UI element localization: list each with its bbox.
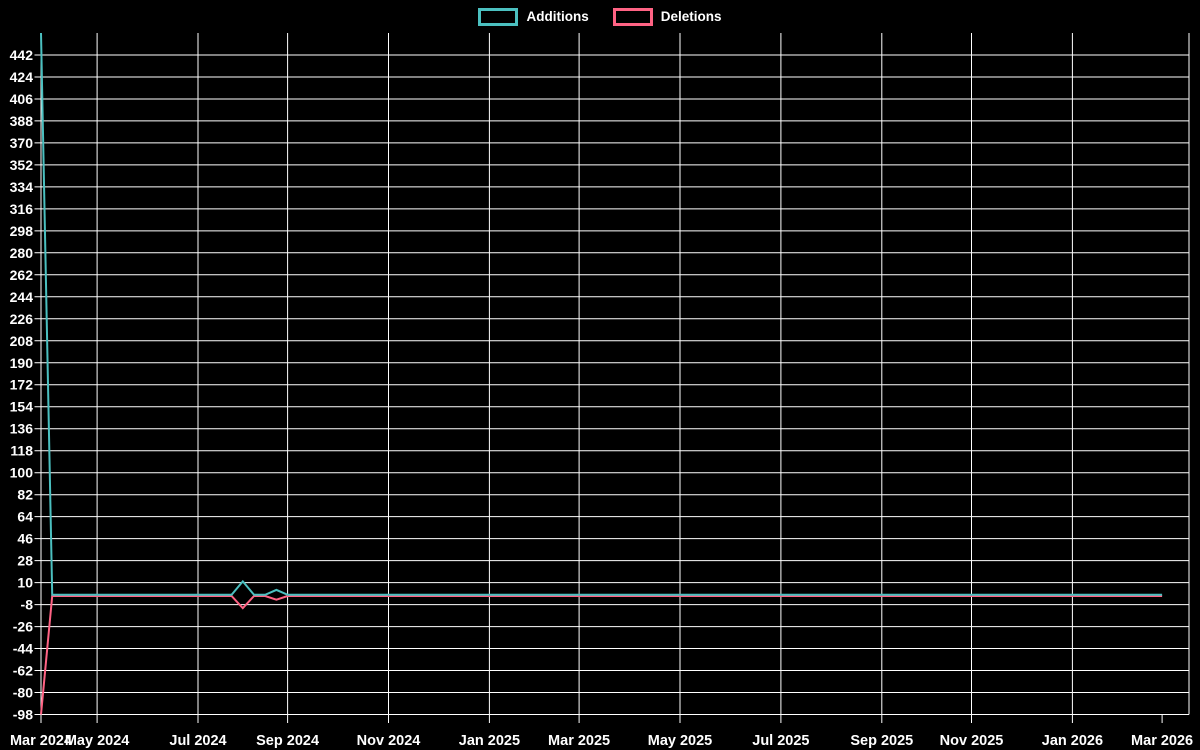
y-tick-label: 64 bbox=[17, 509, 33, 525]
x-tick-label: Jan 2026 bbox=[1042, 733, 1103, 749]
gridlines bbox=[34, 33, 1190, 723]
chart-legend: Additions Deletions bbox=[0, 8, 1200, 26]
y-tick-label: 100 bbox=[10, 465, 34, 481]
legend-item-deletions[interactable]: Deletions bbox=[612, 8, 722, 26]
x-tick-label: Sep 2024 bbox=[256, 733, 319, 749]
y-tick-label: 118 bbox=[10, 443, 33, 459]
y-tick-label: -80 bbox=[13, 685, 33, 701]
x-tick-label: Mar 2025 bbox=[548, 733, 610, 749]
x-tick-label: Jul 2025 bbox=[752, 733, 809, 749]
y-axis-labels: 442 424 406 388 370 352 334 316 298 280 262 244 226 2… bbox=[10, 47, 34, 723]
y-tick-label: 388 bbox=[10, 113, 34, 129]
y-tick-label: 82 bbox=[17, 487, 33, 503]
legend-item-additions[interactable]: Additions bbox=[478, 8, 589, 26]
y-tick-label: 28 bbox=[17, 553, 33, 569]
x-tick-label: Nov 2025 bbox=[940, 733, 1004, 749]
x-tick-label: Mar 2024 bbox=[10, 733, 72, 749]
y-tick-label: 208 bbox=[10, 333, 34, 349]
y-tick-label: 10 bbox=[17, 575, 33, 591]
y-tick-label: 154 bbox=[10, 399, 34, 415]
y-tick-label: 406 bbox=[10, 91, 34, 107]
y-tick-label: 370 bbox=[10, 135, 34, 151]
y-tick-label: 280 bbox=[10, 245, 34, 261]
y-tick-label: 298 bbox=[10, 223, 34, 239]
additions-legend-swatch bbox=[478, 8, 519, 26]
y-tick-label: 190 bbox=[10, 355, 34, 371]
additions-legend-label: Additions bbox=[526, 9, 589, 24]
x-tick-label: Mar 2026 bbox=[1131, 733, 1193, 749]
x-tick-label: Nov 2024 bbox=[357, 733, 421, 749]
x-tick-label: Jan 2025 bbox=[459, 733, 520, 749]
y-tick-label: 334 bbox=[10, 179, 34, 195]
deletions-legend-swatch bbox=[612, 8, 653, 26]
y-tick-label: 226 bbox=[10, 311, 34, 327]
y-tick-label: 136 bbox=[10, 421, 34, 437]
x-tick-label: Jul 2024 bbox=[169, 733, 226, 749]
y-tick-label: 262 bbox=[10, 267, 34, 283]
y-tick-label: -44 bbox=[13, 641, 33, 657]
y-tick-label: -8 bbox=[21, 597, 34, 613]
x-tick-label: May 2024 bbox=[65, 733, 130, 749]
y-tick-label: 172 bbox=[10, 377, 34, 393]
y-tick-label: 442 bbox=[10, 47, 34, 63]
y-tick-label: -26 bbox=[13, 619, 33, 635]
x-tick-label: Sep 2025 bbox=[850, 733, 913, 749]
y-tick-label: -62 bbox=[13, 663, 33, 679]
deletions-legend-label: Deletions bbox=[660, 9, 722, 24]
y-tick-label: 316 bbox=[10, 201, 34, 217]
y-tick-label: 46 bbox=[17, 531, 33, 547]
y-tick-label: 352 bbox=[10, 157, 34, 173]
y-tick-label: 244 bbox=[10, 289, 34, 305]
additions-line bbox=[40, 32, 1163, 596]
y-tick-label: 424 bbox=[10, 69, 34, 85]
y-tick-label: -98 bbox=[13, 707, 33, 723]
x-tick-label: May 2025 bbox=[648, 733, 713, 749]
deletions-line bbox=[40, 595, 1163, 715]
